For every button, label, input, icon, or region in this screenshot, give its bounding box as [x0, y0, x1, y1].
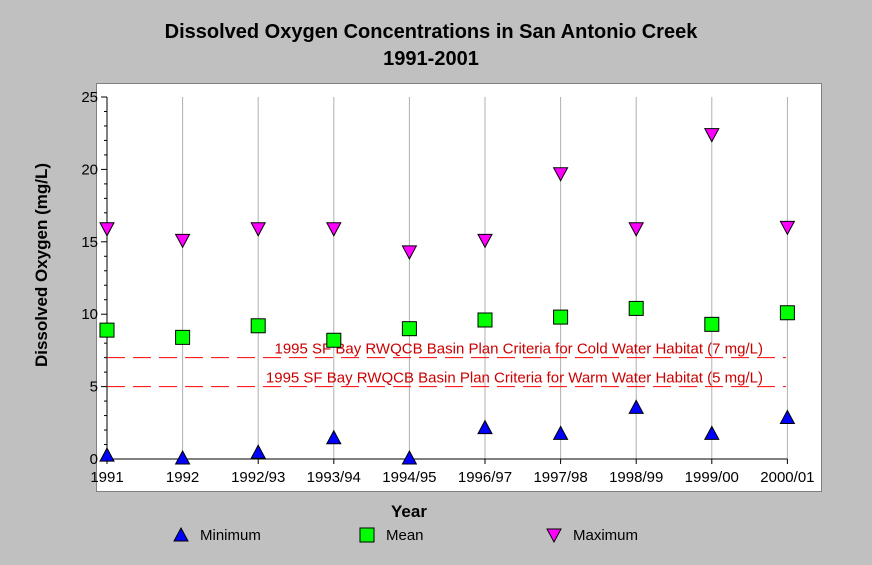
point-minimum	[779, 409, 796, 424]
point-maximum	[174, 233, 191, 249]
legend-label-mean: Mean	[386, 526, 424, 544]
legend-item-maximum: Maximum	[545, 526, 638, 544]
chart-title: Dissolved Oxygen Concentrations in San A…	[0, 19, 862, 73]
point-mean	[704, 316, 720, 332]
point-minimum	[628, 399, 645, 414]
point-minimum	[703, 425, 720, 440]
point-minimum	[401, 449, 418, 465]
y-tick-label: 0	[90, 451, 98, 468]
point-maximum	[401, 245, 418, 260]
legend-label-minimum: Minimum	[200, 526, 261, 544]
plot-area	[96, 83, 822, 492]
triangle-up-icon	[173, 526, 189, 542]
point-mean	[250, 318, 266, 334]
x-tick-label: 1992/93	[231, 469, 285, 486]
point-minimum	[477, 419, 493, 435]
x-tick-label: 1997/98	[533, 469, 587, 486]
point-mean	[175, 329, 191, 345]
x-tick-label: 2000/01	[760, 469, 814, 486]
point-minimum	[552, 425, 569, 440]
point-maximum	[552, 167, 569, 182]
point-mean	[326, 332, 342, 348]
chart-title-line-2: 1991-2001	[383, 48, 479, 70]
point-maximum	[99, 222, 115, 237]
y-tick-label: 20	[81, 161, 98, 178]
x-tick-label: 1992	[166, 469, 199, 486]
y-tick-label: 25	[81, 89, 98, 106]
legend-label-maximum: Maximum	[573, 526, 639, 544]
x-tick-label: 1994/95	[382, 469, 436, 486]
x-tick-label: 1996/97	[458, 469, 512, 486]
point-maximum	[628, 222, 645, 237]
legend: Minimum Mean Maximum	[0, 526, 872, 550]
triangle-down-icon	[546, 528, 562, 544]
x-tick-label: 1993/94	[307, 469, 361, 486]
reference-line-label: 1995 SF Bay RWQCB Basin Plan Criteria fo…	[266, 370, 763, 387]
point-minimum	[250, 444, 267, 459]
y-tick-label: 5	[90, 379, 98, 396]
point-minimum	[325, 429, 342, 445]
point-maximum	[703, 128, 720, 143]
y-tick-label: 10	[81, 306, 98, 323]
y-tick-label: 15	[81, 234, 98, 251]
legend-item-mean: Mean	[358, 526, 424, 544]
point-mean	[401, 321, 417, 337]
point-minimum	[174, 449, 191, 465]
point-mean	[477, 312, 493, 328]
x-axis-label: Year	[391, 502, 427, 521]
point-mean	[779, 305, 795, 321]
point-maximum	[477, 233, 493, 249]
x-tick-label: 1999/00	[685, 469, 739, 486]
reference-line-label: 1995 SF Bay RWQCB Basin Plan Criteria fo…	[274, 341, 763, 358]
point-mean	[99, 322, 115, 338]
x-tick-label: 1998/99	[609, 469, 663, 486]
point-mean	[628, 300, 644, 316]
legend-item-minimum: Minimum	[172, 526, 261, 544]
square-icon	[359, 527, 375, 543]
point-mean	[553, 309, 569, 325]
y-axis-label: Dissolved Oxygen (mg/L)	[32, 162, 51, 368]
x-tick-label: 1991	[90, 469, 123, 486]
point-maximum	[250, 222, 267, 237]
chart-title-line-1: Dissolved Oxygen Concentrations in San A…	[164, 21, 698, 43]
point-minimum	[99, 447, 115, 462]
point-maximum	[325, 222, 342, 237]
point-maximum	[779, 220, 796, 236]
